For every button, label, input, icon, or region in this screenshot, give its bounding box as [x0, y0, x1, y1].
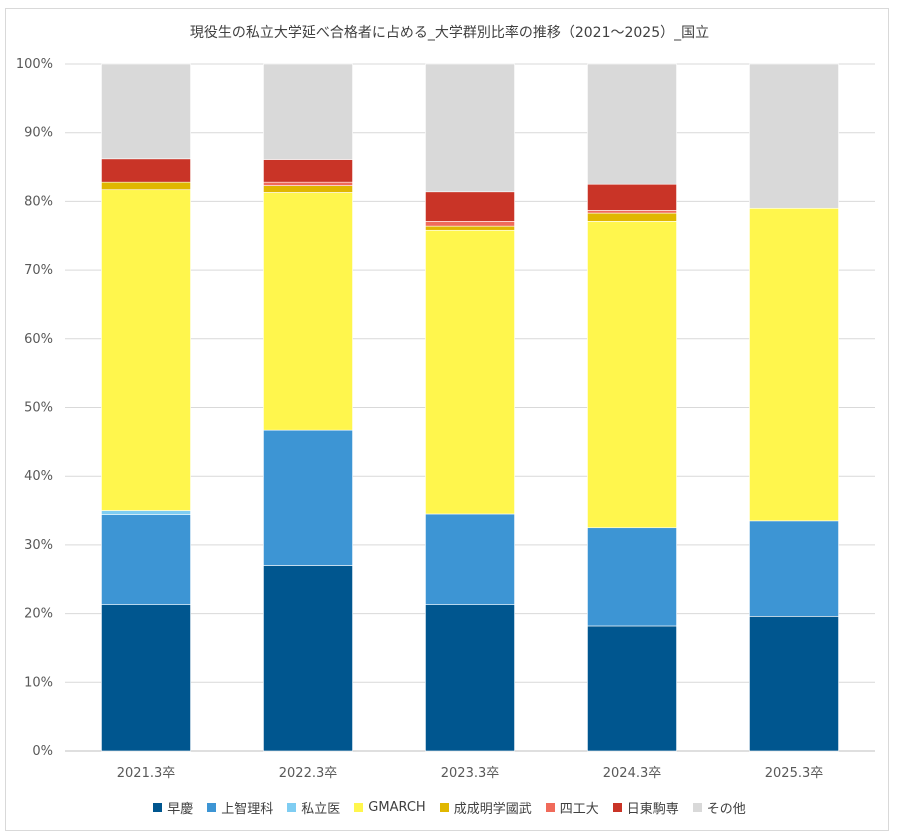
x-tick-label: 2021.3卒 [117, 766, 176, 781]
bar-segment [101, 189, 191, 511]
bar-segment [425, 221, 515, 227]
bar-segment [101, 181, 191, 191]
bar-segment [587, 221, 677, 529]
bar-segment [101, 514, 191, 605]
bar-segment [587, 210, 677, 214]
bar-segment [425, 513, 515, 605]
legend-swatch [612, 803, 622, 812]
legend-swatch [207, 803, 217, 812]
y-tick-label: 60% [24, 332, 53, 347]
bar-segment [425, 604, 515, 752]
x-tick-label: 2025.3卒 [765, 766, 824, 781]
legend-item: 私立医 [287, 798, 340, 817]
legend-swatch [354, 803, 364, 812]
legend-item: GMARCH [354, 800, 426, 815]
legend-label: 日東駒専 [626, 802, 679, 817]
legend-swatch [439, 803, 449, 812]
chart-title: 現役生の私立大学延べ合格者に占める_大学群別比率の推移（2021～2025）_国… [189, 25, 710, 41]
y-tick-label: 30% [24, 538, 53, 553]
y-tick-label: 50% [24, 401, 53, 416]
bar-segment [101, 604, 191, 752]
bar-segment [749, 207, 839, 522]
bar-segment [587, 527, 677, 627]
bar-segment [101, 158, 191, 183]
bar-segment [425, 229, 515, 515]
x-tick-label: 2022.3卒 [279, 766, 338, 781]
legend-label: 私立医 [301, 802, 341, 817]
x-tick-label: 2023.3卒 [441, 766, 500, 781]
legend-item: 早慶 [153, 798, 193, 817]
legend-label: 早慶 [167, 802, 194, 817]
legend-label: 四工大 [559, 802, 599, 817]
legend: 早慶 上智理科 私立医 GMARCH 成成明学國武 四工大 日東駒専 その他 [0, 798, 899, 817]
bar-segment [587, 212, 677, 222]
bar-segment [263, 63, 353, 160]
bar-segment [587, 625, 677, 752]
legend-item: 日東駒専 [612, 798, 679, 817]
bar-segment [749, 63, 839, 209]
bar-segment [263, 185, 353, 193]
bar-segment [587, 63, 677, 185]
bar-segment [263, 181, 353, 186]
legend-label: GMARCH [368, 800, 426, 815]
legend-swatch [287, 803, 297, 812]
y-tick-label: 0% [32, 744, 53, 759]
bar-segment [749, 520, 839, 617]
legend-label: その他 [706, 802, 746, 817]
bar-segment [263, 565, 353, 752]
bar-segment [425, 63, 515, 193]
bar-segment [587, 183, 677, 211]
y-tick-label: 100% [16, 57, 53, 72]
bar-segment [425, 191, 515, 222]
y-tick-label: 20% [24, 607, 53, 622]
bar-segment [749, 616, 839, 752]
legend-item: 成成明学國武 [439, 798, 532, 817]
y-tick-label: 80% [24, 194, 53, 209]
bar-segment [425, 225, 515, 231]
legend-swatch [692, 803, 702, 812]
bar-segment [263, 159, 353, 183]
legend-label: 上智理科 [221, 802, 274, 817]
legend-label: 成成明学國武 [453, 802, 532, 817]
bar-segment [263, 192, 353, 431]
y-tick-label: 10% [24, 675, 53, 690]
y-tick-label: 90% [24, 126, 53, 141]
bar-segment [101, 63, 191, 160]
bar-segment [101, 510, 191, 515]
legend-item: 上智理科 [207, 798, 273, 817]
bar-segment [263, 429, 353, 566]
legend-swatch [545, 803, 555, 812]
y-tick-label: 70% [24, 263, 53, 278]
x-tick-label: 2024.3卒 [603, 766, 662, 781]
legend-swatch [153, 803, 163, 812]
legend-item: 四工大 [545, 798, 599, 817]
y-tick-label: 40% [24, 469, 53, 484]
legend-item: その他 [692, 798, 746, 817]
